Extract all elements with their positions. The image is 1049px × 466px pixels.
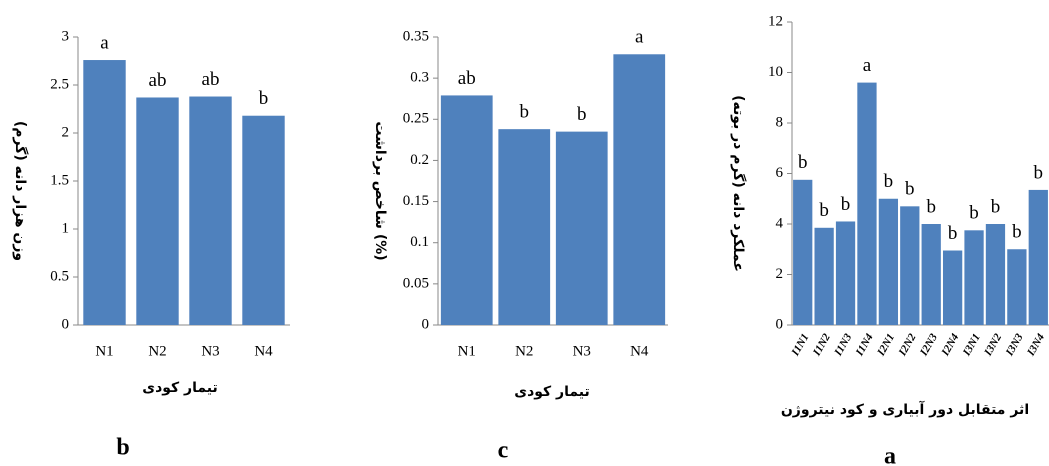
significance-letter: b	[841, 194, 851, 215]
significance-letter: ab	[202, 69, 220, 90]
y-tick-label: 0	[62, 316, 70, 332]
bar	[242, 115, 285, 325]
panel-label: b	[116, 435, 129, 461]
x-tick-label: I2N3	[917, 331, 940, 358]
y-tick-label: 0.05	[403, 275, 429, 291]
significance-letter: b	[1012, 222, 1022, 243]
significance-letter: b	[905, 179, 915, 200]
y-tick-label: 1	[62, 220, 70, 236]
bar	[878, 198, 899, 325]
y-axis-title: وزن هزار دانه (گرم)	[12, 121, 29, 261]
x-tick-label: N3	[201, 343, 219, 359]
bar	[835, 221, 856, 325]
y-tick-label: 0.2	[410, 152, 429, 168]
bar	[942, 250, 963, 325]
significance-letter: b	[948, 223, 958, 244]
bar	[555, 131, 608, 325]
y-tick-label: 1.5	[50, 172, 69, 188]
x-tick-label: I2N1	[875, 332, 898, 359]
x-axis-title: اثر متقابل دور آبیاری و کود نیتروژن	[781, 400, 1029, 418]
y-tick-label: 12	[768, 13, 783, 29]
bar	[985, 224, 1006, 325]
x-tick-label: I1N3	[832, 331, 855, 358]
y-tick-label: 0.5	[50, 268, 69, 284]
y-tick-label: 0.25	[403, 111, 429, 127]
x-tick-label: I1N2	[810, 331, 833, 358]
x-tick-label: N3	[573, 343, 591, 359]
significance-letter: b	[577, 104, 587, 125]
x-tick-label: I3N4	[1025, 331, 1048, 358]
bar	[814, 227, 834, 325]
y-tick-label: 10	[768, 64, 783, 80]
bar	[189, 96, 232, 326]
x-tick-label: I3N3	[1003, 331, 1026, 358]
x-tick-label: I3N1	[960, 332, 983, 359]
y-tick-label: 3	[62, 28, 70, 44]
significance-letter: a	[863, 55, 872, 76]
significance-letter: b	[969, 203, 979, 224]
y-tick-label: 0.3	[410, 70, 429, 86]
bar	[1007, 249, 1027, 325]
bar	[900, 206, 920, 325]
panel-label: c	[498, 438, 509, 464]
x-tick-label: N1	[458, 343, 476, 359]
significance-letter: b	[259, 88, 269, 109]
x-tick-label: I2N2	[896, 331, 919, 358]
x-tick-label: I3N2	[982, 331, 1005, 358]
x-tick-label: I1N1	[789, 332, 812, 359]
y-tick-label: 0.15	[403, 193, 429, 209]
x-tick-label: N4	[254, 343, 273, 359]
y-axis-title: عملکرد دانه (گرم در بوته)	[730, 95, 747, 272]
y-tick-label: 0.1	[410, 234, 429, 250]
x-tick-label: I1N4	[853, 331, 876, 358]
y-tick-label: 0.35	[403, 28, 429, 44]
significance-letter: b	[1034, 162, 1044, 183]
bar	[440, 95, 493, 326]
y-tick-label: 6	[776, 165, 784, 181]
significance-letter: b	[991, 196, 1001, 217]
x-tick-label: N2	[148, 343, 166, 359]
significance-letter: b	[798, 152, 808, 173]
bar	[1028, 189, 1048, 325]
significance-letter: b	[926, 196, 936, 217]
bar	[793, 179, 813, 325]
y-tick-label: 8	[776, 114, 784, 130]
bar	[857, 82, 877, 325]
y-tick-label: 2	[776, 266, 784, 282]
significance-letter: b	[520, 102, 530, 123]
bar	[613, 54, 666, 325]
y-tick-label: 0	[776, 316, 784, 332]
significance-letter: a	[635, 27, 644, 48]
y-tick-label: 2.5	[50, 76, 69, 92]
bar	[498, 129, 551, 325]
x-tick-label: N2	[515, 343, 533, 359]
significance-letter: a	[100, 32, 109, 53]
x-axis-title: تیمار کودی	[142, 380, 217, 396]
x-tick-label: N1	[95, 343, 113, 359]
y-tick-label: 4	[776, 215, 784, 231]
significance-letter: b	[819, 200, 829, 221]
bar	[83, 60, 126, 325]
y-tick-label: 2	[62, 124, 70, 140]
significance-letter: ab	[458, 68, 476, 89]
bar	[136, 97, 179, 325]
panel-label: a	[884, 444, 896, 466]
bar	[964, 230, 984, 325]
y-axis-title: شاخص برداشت (%)	[372, 121, 388, 260]
x-axis-title: تیمار کودی	[514, 384, 589, 400]
bar	[921, 224, 941, 325]
x-tick-label: N4	[630, 343, 649, 359]
significance-letter: ab	[149, 70, 167, 91]
significance-letter: b	[884, 171, 894, 192]
x-tick-label: I2N4	[939, 331, 962, 358]
y-tick-label: 0	[422, 316, 430, 332]
